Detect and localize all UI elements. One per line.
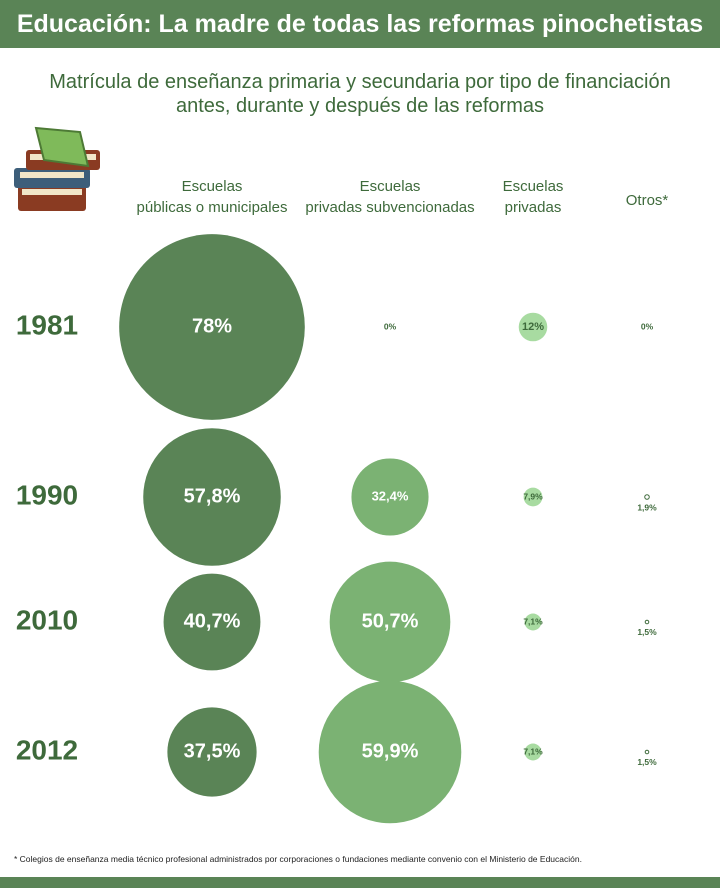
value-label: 12%: [522, 321, 544, 333]
bubble: [163, 573, 261, 671]
value-label: 7,1%: [523, 746, 543, 756]
value-label: 37,5%: [184, 740, 241, 762]
bubble: [644, 749, 650, 755]
bubble: [644, 619, 650, 625]
column-header: Otros*: [625, 192, 669, 209]
row-label: 2010: [16, 604, 78, 635]
value-label: 1,9%: [637, 503, 657, 513]
bubble: [644, 494, 650, 500]
value-label: 7,1%: [523, 616, 543, 626]
value-label: 59,9%: [362, 740, 419, 762]
value-label: 40,7%: [184, 610, 241, 632]
chart-title: Educación: La madre de todas las reforma…: [0, 0, 720, 48]
bubble: [518, 312, 548, 342]
value-label: 57,8%: [184, 485, 241, 507]
bubble: [524, 743, 542, 761]
bubble: [119, 234, 305, 420]
value-label: 0%: [384, 321, 397, 331]
row-label: 2012: [16, 734, 78, 765]
bubble: [329, 561, 451, 683]
bubble: [351, 458, 429, 536]
column-header: Escuelas públicas o municipales: [136, 178, 288, 216]
bubble: [524, 613, 542, 631]
bubble: [318, 680, 462, 824]
column-header: Escuelas privadas subvencionadas: [305, 178, 475, 216]
footnote: * Colegios de enseñanza media técnico pr…: [14, 854, 582, 864]
books-icon: [14, 126, 100, 211]
chart-subtitle: Matrícula de enseñanza primaria y secund…: [49, 71, 671, 117]
value-label: 1,5%: [637, 627, 657, 637]
value-label: 7,9%: [523, 491, 543, 501]
value-label: 32,4%: [372, 488, 409, 503]
value-label: 50,7%: [362, 610, 419, 632]
bottom-bar: [0, 877, 720, 888]
bubble: [143, 428, 281, 566]
bubble: [523, 487, 543, 507]
row-label: 1990: [16, 479, 78, 510]
row-label: 1981: [16, 309, 78, 340]
value-label: 0%: [641, 321, 654, 331]
column-header: Escuelas privadas: [502, 178, 564, 216]
value-label: 1,5%: [637, 757, 657, 767]
bubble: [167, 707, 257, 797]
value-label: 78%: [192, 315, 232, 337]
